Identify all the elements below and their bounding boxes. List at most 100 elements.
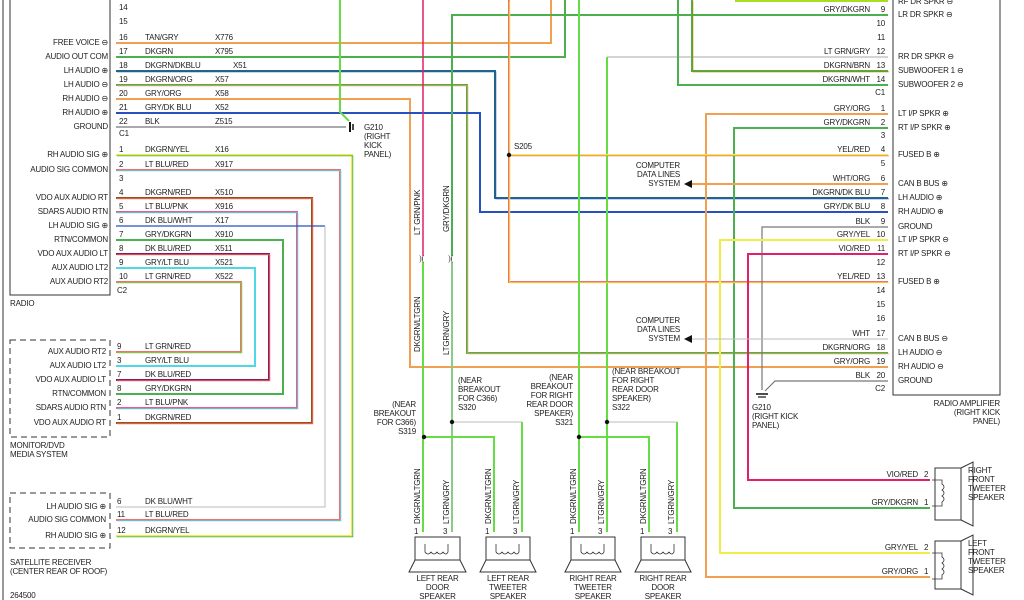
radio-wire-color: LT GRN/RED — [145, 272, 191, 281]
wire-dkblu-wht-run — [116, 226, 326, 508]
amplifier-wire-color: WHT — [852, 329, 870, 338]
amplifier-pin-number: 20 — [876, 371, 886, 380]
radio-wire-color: GRY/LT BLU — [145, 258, 189, 267]
media-pin-number: 7 — [117, 370, 122, 379]
amplifier-pin-number: 10 — [876, 19, 886, 28]
amplifier-pin-number: 2 — [880, 118, 885, 127]
wire-dkgrn-wht — [677, 0, 888, 86]
media-pin-label: AUX AUDIO RT2 — [47, 347, 106, 356]
wire-label-vertical: LT GRN/PNK — [413, 189, 422, 235]
speaker-coil-icon-rear-3 — [650, 544, 675, 555]
wire-dkgrn-org-tracer — [116, 85, 889, 355]
media-pin-label: VDO AUX AUDIO LT — [35, 375, 107, 384]
media-wire-color: DK BLU/RED — [145, 370, 192, 379]
speaker-pin-number: 1 — [640, 527, 645, 536]
radio-pin-number: 3 — [119, 174, 124, 183]
speaker-wire-label: DKGRN/LTGRN — [569, 468, 578, 524]
amplifier-pin-number: 17 — [876, 329, 886, 338]
amplifier-pin-label: LH AUDIO ⊖ — [898, 348, 943, 357]
amplifier-pin-number: 13 — [876, 272, 886, 281]
radio-pin-label: SDARS AUDIO RTN — [37, 207, 108, 216]
radio-circuit-id: X917 — [215, 160, 233, 169]
satellite-pin-label: LH AUDIO SIG ⊕ — [46, 502, 107, 511]
speaker-wire-label: LTGRN/GRY — [667, 479, 676, 524]
media-pin-label: SDARS AUDIO RTN — [35, 403, 106, 412]
amplifier-pin-label: LT I/P SPKR ⊕ — [898, 109, 949, 118]
media-wire-color: LT BLU/PNK — [145, 398, 189, 407]
amplifier-pin-number: 10 — [876, 230, 886, 239]
amplifier-pin-number: 9 — [880, 217, 885, 226]
radio-pin-label: LH AUDIO ⊖ — [63, 80, 108, 89]
amplifier-wire-color: LT GRN/GRY — [823, 47, 870, 56]
satellite-receiver-box — [9, 492, 111, 549]
speaker-pin-number: 3 — [668, 527, 673, 536]
satellite-pin-label: AUDIO SIG COMMON — [28, 515, 106, 524]
radio-wire-color: DK BLU/WHT — [145, 216, 193, 225]
radio-title: RADIO — [10, 299, 35, 308]
splice-s321-label: (NEAR BREAKOUT FOR RIGHT REAR DOOR SPEAK… — [526, 373, 573, 427]
wire-gry-dkgrn-amp9 — [451, 14, 888, 256]
radio-pin-number: 6 — [119, 216, 124, 225]
radio-pin-label: LH AUDIO ⊕ — [63, 66, 108, 75]
speaker-cone-icon-rear-1 — [479, 559, 537, 573]
amplifier-wire-color: GRY/DKGRN — [823, 5, 870, 14]
wire-dkgrn-brn — [691, 0, 888, 72]
wire-dkgrn-org — [116, 84, 888, 354]
amplifier-wire-color: DKGRN/WHT — [822, 75, 870, 84]
amplifier-pin-number: 3 — [880, 131, 885, 140]
splice-s321 — [576, 434, 582, 440]
splice-s205 — [506, 152, 512, 158]
speaker-coil-icon-rear-2 — [580, 544, 605, 555]
radio-circuit-id: X795 — [215, 47, 233, 56]
wire-dkblu-red-tracer — [116, 254, 271, 382]
wire-ltblu-pnk — [116, 211, 298, 409]
splice-s320 — [449, 419, 455, 425]
radio-wire-color: GRY/ORG — [145, 89, 182, 98]
radio-pin-number: 9 — [119, 258, 124, 267]
amplifier-pin-label: CAN B BUS ⊕ — [898, 179, 948, 188]
speaker-title: LEFT REAR TWEETER SPEAKER — [486, 574, 530, 600]
wire-dkgrn-dkblu — [116, 70, 888, 199]
speaker-wire-label: LTGRN/GRY — [597, 479, 606, 524]
radio-circuit-id: X521 — [215, 258, 233, 267]
wire-ltgrn-red — [116, 281, 242, 353]
tweeter-wire-label: GRY/ORG — [881, 567, 918, 576]
amplifier-pin-label: SUBWOOFER 2 ⊖ — [898, 80, 964, 89]
media-system-title: MONITOR/DVD MEDIA SYSTEM — [10, 441, 68, 459]
speaker-icon-rear-0 — [414, 536, 461, 561]
tweeter-wire-label: VIO/RED — [886, 470, 919, 479]
wire-vio-red — [747, 253, 930, 481]
wire-dkgrn-dkblu-tracer — [116, 71, 889, 200]
radio-circuit-id: X52 — [215, 103, 229, 112]
amplifier-pin-number: 9 — [880, 5, 885, 14]
wire-ground-lead — [339, 0, 350, 122]
wire-ltblu-pnk-tracer — [116, 212, 299, 410]
media-system-box — [9, 339, 111, 438]
ground-g210-label: G210 (RIGHT KICK PANEL) — [752, 403, 799, 430]
radio-pin-label: VDO AUX AUDIO RT — [35, 193, 108, 202]
wire-label-vertical: DKGRN/LTGRN — [413, 296, 422, 352]
tweeter-wire-label: GRY/YEL — [884, 543, 918, 552]
speaker-icon-rear-3 — [640, 536, 686, 561]
radio-pin-number: 17 — [119, 47, 128, 56]
radio-circuit-id: Z515 — [215, 117, 233, 126]
media-pin-number: 2 — [117, 398, 122, 407]
radio-pin-number: 7 — [119, 230, 124, 239]
connector-icon-1: )( — [419, 254, 425, 263]
wire-blk-amp20 — [764, 380, 888, 392]
tweeter-cone-icon-front-0 — [960, 461, 974, 527]
wire-label-vertical: LTGRN/GRY — [442, 310, 451, 355]
splice-s319-label: (NEAR BREAKOUT FOR C366) S319 — [373, 400, 417, 436]
radio-wire-color: DK BLU/RED — [145, 244, 192, 253]
connector-icon-2: )( — [448, 254, 454, 263]
amplifier-connector-c1: C1 — [875, 88, 885, 97]
media-wire-color: LT GRN/RED — [145, 342, 191, 351]
amplifier-pin-label: RF DR SPKR ⊖ — [898, 0, 953, 6]
speaker-title: RIGHT REAR TWEETER SPEAKER — [569, 574, 617, 600]
radio-pin-label: LH AUDIO SIG ⊕ — [48, 221, 109, 230]
amplifier-wire-color: VIO/RED — [838, 244, 871, 253]
radio-pin-label: AUDIO OUT COM — [45, 52, 108, 61]
radio-wire-color: BLK — [145, 117, 160, 126]
amplifier-pin-number: 19 — [876, 357, 886, 366]
